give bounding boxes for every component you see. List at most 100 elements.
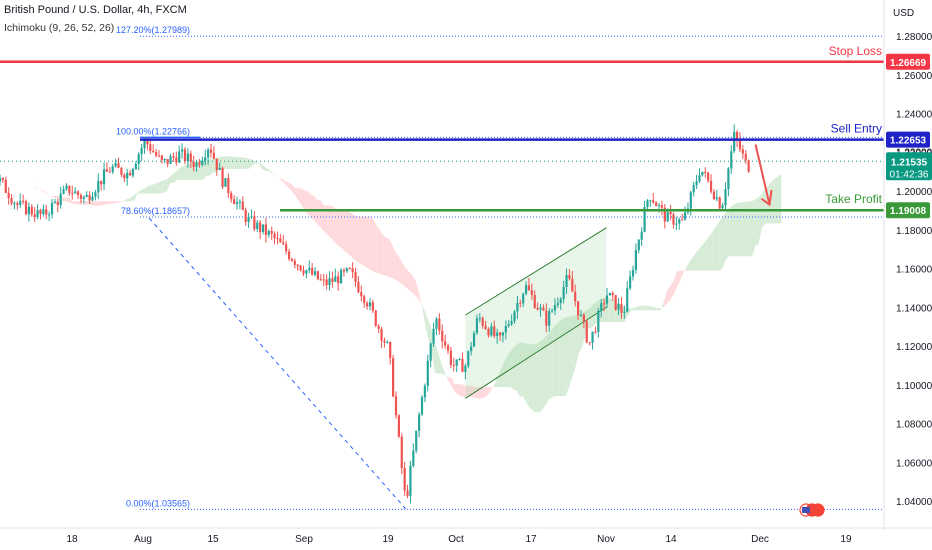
cloud-segment xyxy=(150,184,155,194)
candle-body xyxy=(88,194,91,201)
cloud-segment xyxy=(702,240,707,271)
cloud-segment xyxy=(245,157,249,169)
candle-body xyxy=(429,343,432,361)
cloud-segment xyxy=(320,200,324,232)
candle-body xyxy=(186,153,189,162)
candle-body xyxy=(120,167,123,175)
candle-body xyxy=(522,293,525,304)
candle-body xyxy=(475,318,479,334)
cloud-segment xyxy=(98,201,102,206)
candle-body xyxy=(562,287,565,300)
candle-body xyxy=(163,158,166,161)
candle-body xyxy=(574,291,577,302)
candle-body xyxy=(389,341,392,359)
cloud-segment xyxy=(62,197,66,202)
candle-body xyxy=(337,276,340,284)
candle-body xyxy=(559,299,562,304)
cloud-segment xyxy=(435,342,439,374)
candle-body xyxy=(533,295,536,308)
candle-body xyxy=(629,276,632,289)
candle-body xyxy=(400,436,403,469)
cloud-segment xyxy=(248,158,253,169)
cloud-segment xyxy=(366,216,370,270)
candle-body xyxy=(270,230,273,234)
candle-body xyxy=(342,269,346,272)
candle-body xyxy=(539,307,542,310)
candle-body xyxy=(207,149,210,158)
candle-body xyxy=(152,150,155,153)
cloud-segment xyxy=(242,157,246,169)
cloud-segment xyxy=(379,229,383,275)
candle-body xyxy=(565,275,568,288)
candle-body xyxy=(576,301,580,316)
candle-body xyxy=(325,279,328,286)
candle-body xyxy=(264,224,268,236)
candle-body xyxy=(455,359,458,366)
candle-body xyxy=(10,198,13,204)
candle-body xyxy=(640,231,643,240)
candle-body xyxy=(481,318,484,326)
cloud-segment xyxy=(154,182,158,194)
cloud-segment xyxy=(278,177,282,181)
cloud-segment xyxy=(265,166,269,171)
price-tag xyxy=(886,202,930,219)
cloud-segment xyxy=(363,216,367,268)
candle-body xyxy=(114,163,117,167)
cloud-segment xyxy=(304,190,308,214)
candle-body xyxy=(172,156,175,158)
price-tick-label: 1.28000 xyxy=(896,32,932,43)
time-tick-label: 19 xyxy=(840,534,852,545)
candle-body xyxy=(85,194,88,197)
cloud-segment xyxy=(183,164,187,180)
price-tag xyxy=(886,53,930,70)
candle-body xyxy=(209,149,213,153)
cloud-segment xyxy=(634,306,638,311)
cloud-segment xyxy=(631,307,635,311)
price-tick-label: 1.14000 xyxy=(896,303,932,314)
candle-body xyxy=(669,211,672,215)
cloud-segment xyxy=(52,196,57,199)
candles xyxy=(0,124,750,504)
candle-body xyxy=(299,265,302,271)
candle-body xyxy=(727,168,730,190)
candle-body xyxy=(351,268,354,272)
cloud-segment xyxy=(699,244,703,271)
candle-body xyxy=(105,169,109,172)
cloud-segment xyxy=(72,201,76,205)
cloud-segment xyxy=(520,342,524,397)
candle-body xyxy=(192,161,195,167)
cloud-segment xyxy=(310,194,315,221)
candle-body xyxy=(657,205,661,207)
candle-body xyxy=(626,288,629,312)
candle-body xyxy=(59,193,62,206)
candle-body xyxy=(464,365,467,372)
candle-body xyxy=(432,328,435,344)
candle-body xyxy=(733,131,736,152)
cloud-segment xyxy=(239,157,243,169)
candle-body xyxy=(446,345,450,351)
candle-body xyxy=(724,189,727,206)
fib-label: 78.60%(1.18657) xyxy=(121,206,190,216)
cloud-segment xyxy=(297,187,302,205)
candle-body xyxy=(553,305,557,311)
time-tick-label: 14 xyxy=(665,534,677,545)
candle-body xyxy=(253,216,256,230)
candle-body xyxy=(426,360,429,386)
cloud-segment xyxy=(588,305,592,329)
candle-body xyxy=(689,192,692,209)
cloud-segment xyxy=(490,385,494,392)
price-axis[interactable]: USD1.280001.260001.240001.220001.200001.… xyxy=(883,0,932,530)
candle-body xyxy=(467,351,470,366)
cloud-segment xyxy=(356,216,360,264)
candle-body xyxy=(461,358,464,372)
cloud-segment xyxy=(206,159,210,176)
cloud-segment xyxy=(294,187,298,200)
candle-body xyxy=(282,242,285,245)
cloud-segment xyxy=(680,270,684,281)
candle-body xyxy=(71,193,74,195)
time-axis[interactable]: 18 Aug 15 Sep 19 Oct 17 Nov 14 Dec 19 xyxy=(0,527,932,545)
cloud-segment xyxy=(209,158,213,176)
cloud-segment xyxy=(389,239,393,279)
candle-body xyxy=(244,210,247,222)
